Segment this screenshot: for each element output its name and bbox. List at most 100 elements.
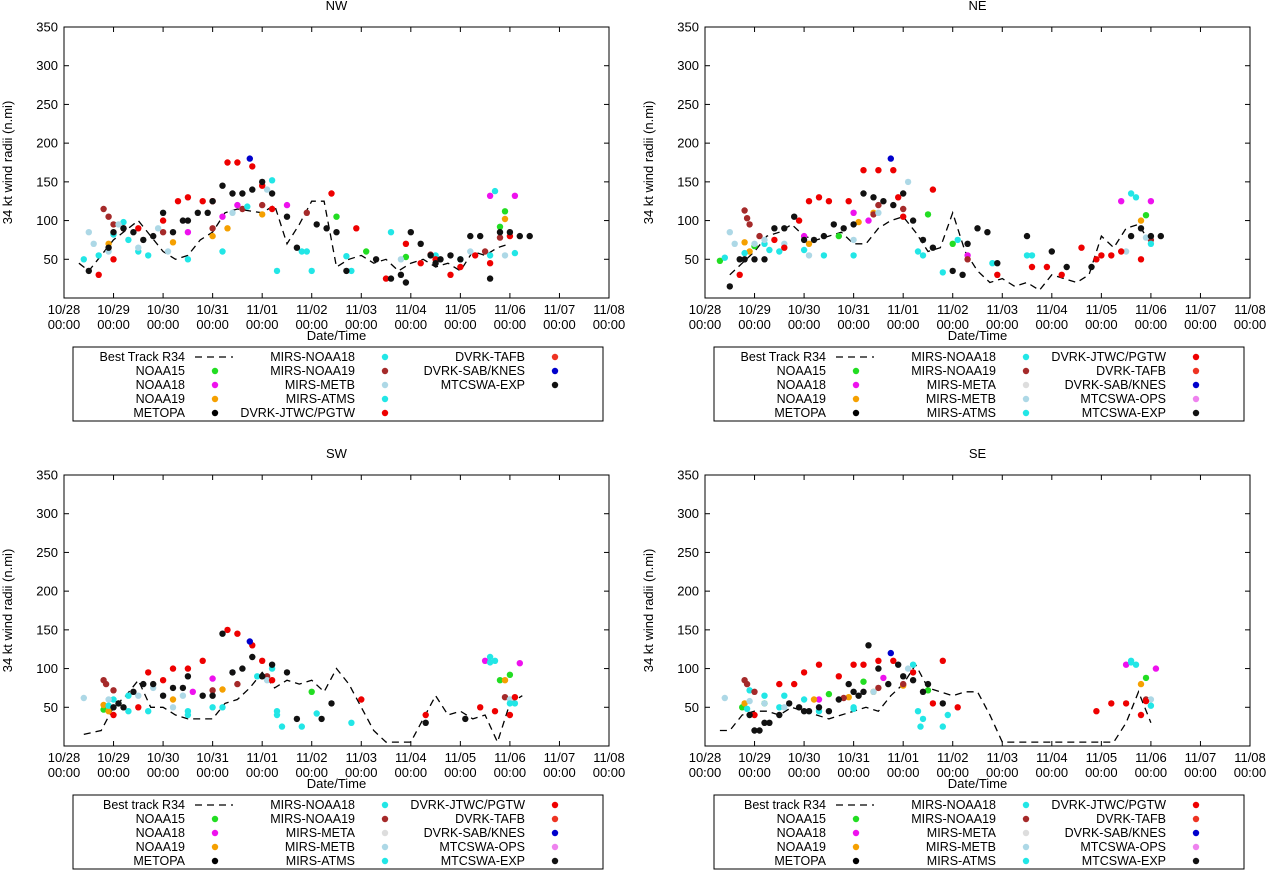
legend-marker: [381, 857, 389, 865]
data-point: [85, 229, 93, 236]
legend-marker: [551, 815, 559, 823]
data-point: [1127, 232, 1135, 240]
data-point: [1142, 212, 1150, 219]
data-point: [776, 248, 783, 255]
x-tick-time: 00:00: [196, 765, 229, 780]
data-point: [219, 630, 226, 637]
data-point: [486, 192, 494, 199]
data-point: [259, 211, 266, 218]
legend-label: MIRS-ATMS: [286, 854, 355, 868]
x-tick-time: 00:00: [1085, 765, 1118, 780]
data-point: [159, 209, 167, 216]
data-point: [387, 275, 395, 282]
data-point: [447, 252, 454, 259]
data-point: [135, 225, 142, 232]
x-tick-date: 10/31: [837, 302, 870, 317]
series-mirs-metb: [80, 669, 514, 711]
x-tick-time: 00:00: [837, 317, 870, 332]
legend-label: METOPA: [133, 854, 185, 868]
series-noaa15: [716, 211, 1150, 264]
data-point: [840, 694, 847, 702]
data-point: [743, 680, 751, 688]
legend-label: MIRS-META: [927, 826, 997, 840]
data-point: [100, 701, 107, 709]
data-point: [741, 256, 748, 263]
data-point: [875, 209, 882, 216]
data-point: [501, 252, 509, 259]
legend-label: NOAA19: [136, 392, 185, 406]
data-point: [135, 704, 142, 711]
data-point: [766, 246, 773, 254]
data-point: [397, 256, 405, 263]
series-noaa15: [333, 208, 509, 261]
data-point: [954, 236, 961, 244]
data-point: [179, 692, 187, 699]
x-tick-time: 00:00: [1184, 765, 1217, 780]
legend-marker: [211, 367, 219, 375]
y-tick-label: 350: [677, 468, 699, 483]
legend-label: MIRS-ATMS: [286, 392, 355, 406]
data-point: [994, 260, 1001, 267]
series-dvrk-sab-knes: [246, 638, 253, 645]
legend-label: MTCSWA-EXP: [441, 854, 525, 868]
data-point: [1137, 225, 1145, 232]
legend-marker: [551, 843, 559, 851]
data-point: [125, 692, 132, 699]
data-point: [145, 252, 152, 259]
x-tick-date: 11/07: [1185, 302, 1217, 317]
data-point: [298, 248, 305, 255]
data-point: [348, 719, 355, 726]
data-point: [169, 684, 177, 692]
legend-label: DVRK-JTWC/PGTW: [1051, 798, 1166, 812]
data-point: [110, 687, 117, 694]
data-point: [746, 687, 753, 694]
data-point: [825, 198, 833, 205]
data-point: [199, 692, 206, 699]
data-point: [909, 661, 917, 668]
y-tick-label: 300: [677, 58, 699, 73]
data-point: [795, 704, 803, 711]
data-point: [964, 256, 971, 263]
data-point: [850, 688, 857, 695]
data-point: [204, 209, 211, 216]
x-tick-date: 11/05: [445, 750, 477, 765]
data-point: [781, 704, 788, 711]
data-point: [100, 706, 107, 713]
x-tick-time: 00:00: [147, 317, 180, 332]
data-point: [95, 252, 102, 259]
data-point: [830, 221, 837, 228]
data-point: [244, 203, 251, 210]
chart-panel-ne: NE5010015020025030035010/2800:0010/2900:…: [641, 0, 1266, 422]
legend-label: MIRS-NOAA19: [911, 364, 996, 378]
data-point: [313, 221, 320, 228]
data-point: [184, 217, 192, 224]
x-tick-date: 11/08: [1234, 302, 1266, 317]
legend-label: MIRS-NOAA18: [911, 350, 996, 364]
x-tick-time: 00:00: [444, 765, 477, 780]
data-point: [184, 256, 192, 263]
x-tick-time: 00:00: [738, 765, 771, 780]
data-point: [1137, 711, 1145, 719]
data-point: [169, 229, 177, 236]
legend-marker: [1022, 395, 1030, 403]
data-point: [1127, 659, 1135, 666]
data-point: [776, 711, 783, 719]
data-point: [751, 240, 758, 247]
data-point: [887, 155, 894, 162]
data-point: [855, 218, 862, 226]
y-axis-label: 34 kt wind radii (n.mi): [0, 549, 15, 673]
x-tick-date: 11/07: [544, 750, 576, 765]
legend-label: NOAA15: [777, 812, 826, 826]
x-tick-date: 11/06: [494, 750, 526, 765]
data-point: [890, 167, 897, 174]
data-point: [880, 674, 887, 682]
data-point: [860, 688, 867, 695]
data-point: [273, 267, 281, 275]
data-point: [254, 673, 261, 680]
x-tick-date: 11/06: [494, 302, 526, 317]
data-point: [875, 665, 882, 672]
data-point: [1157, 232, 1165, 240]
data-point: [919, 688, 927, 695]
data-point: [154, 225, 162, 232]
